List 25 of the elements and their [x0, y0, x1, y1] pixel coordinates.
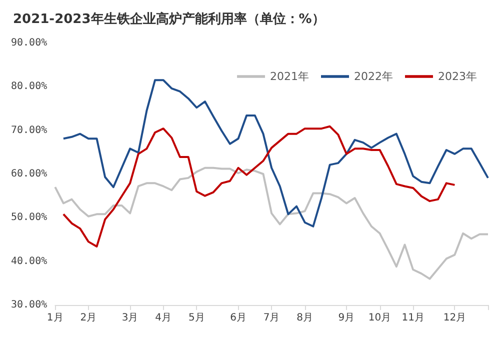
x-tick-label: 2月: [80, 312, 97, 324]
y-tick-label: 50.00%: [11, 212, 48, 224]
x-tick-label: 1月: [46, 312, 64, 324]
x-tick-label: 5月: [188, 312, 205, 324]
x-tick-label: 11月: [402, 312, 424, 324]
legend-label: 2023年: [438, 70, 478, 83]
legend-label: 2022年: [354, 70, 394, 83]
x-tick-label: 4月: [155, 312, 172, 324]
y-tick-label: 60.00%: [11, 168, 48, 180]
x-tick-label: 9月: [338, 312, 355, 324]
x-tick-label: 6月: [230, 312, 246, 324]
y-tick-label: 90.00%: [11, 38, 48, 48]
chart-title: 2021-2023年生铁企业高炉产能利用率（单位：%）: [13, 11, 325, 27]
y-tick-label: 40.00%: [11, 256, 48, 267]
x-tick-label: 10月: [368, 312, 392, 324]
x-tick-label: 12月: [443, 312, 466, 324]
line-series: [62, 125, 456, 248]
legend-label: 2021年: [270, 70, 310, 83]
y-tick-label: 70.00%: [11, 124, 48, 136]
y-tick-label: 80.00%: [11, 81, 48, 92]
x-tick-label: 3月: [122, 312, 138, 324]
x-tick-label: 7月: [263, 312, 280, 324]
x-tick-label: 8月: [296, 312, 314, 324]
y-tick-label: 30.00%: [11, 300, 48, 310]
line-series: [54, 166, 489, 280]
